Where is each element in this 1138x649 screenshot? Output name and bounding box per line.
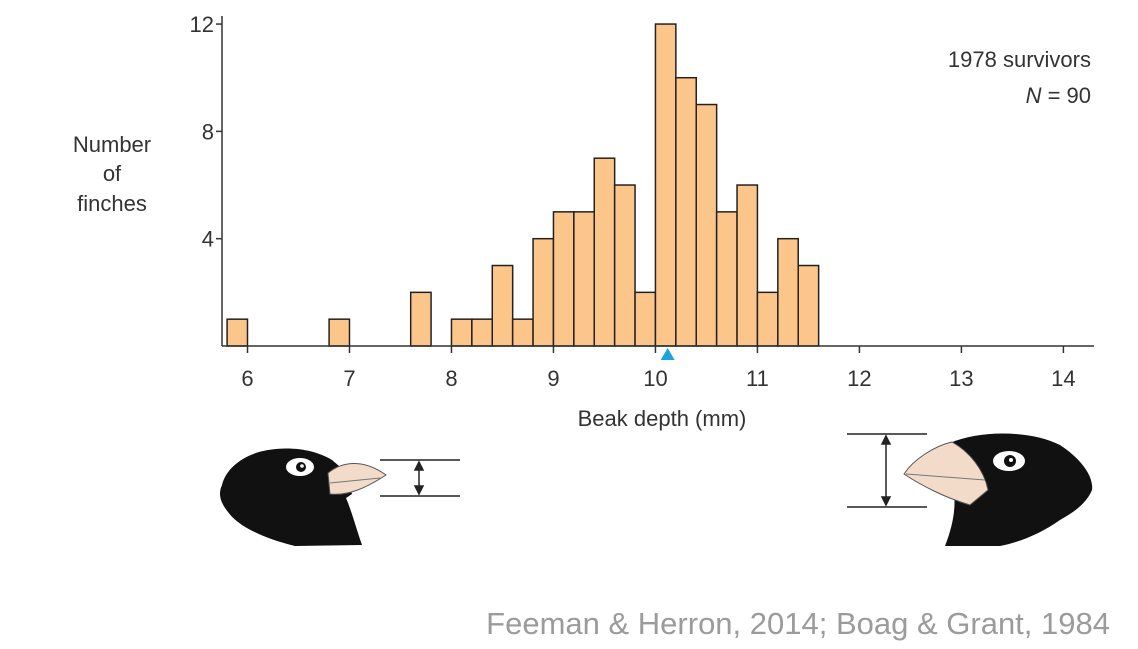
histogram-bar-2 (328, 318, 351, 347)
annotation-sample-size: N = 90 (1026, 83, 1091, 108)
large-beak-finch-head-icon (903, 433, 1093, 546)
y-tick-label-4: 4 (202, 227, 214, 252)
histogram-bar-19 (756, 291, 779, 347)
x-tick-label-14: 14 (1051, 366, 1075, 391)
x-tick-label-8: 8 (445, 366, 457, 391)
x-tick-label-10: 10 (643, 366, 667, 391)
x-tick-label-6: 6 (241, 366, 253, 391)
small-beak-finch-head-icon (220, 448, 387, 546)
histogram-bar-15 (675, 76, 697, 347)
y-axis-label-line-1: Number (73, 132, 151, 157)
histogram-bar-12 (613, 184, 636, 347)
histogram-bar-4 (450, 318, 473, 347)
annotation-title: 1978 survivors (948, 47, 1091, 72)
y-tick-labels: 4 8 12 (190, 12, 214, 252)
mean-marker (660, 348, 675, 360)
histogram-bar-3 (409, 291, 432, 347)
histogram-bar-8 (532, 237, 555, 347)
x-tick-labels: 6 7 8 9 10 11 12 13 14 (241, 366, 1075, 391)
histogram-bar-18 (736, 184, 759, 347)
histogram-bar-16 (695, 103, 718, 347)
citation: Feeman & Herron, 2014; Boag & Grant, 198… (486, 606, 1110, 641)
y-tick-label-12: 12 (190, 12, 214, 37)
annotation-n-value: = 90 (1048, 83, 1091, 108)
histogram-bar-20 (777, 237, 799, 347)
survivors-annotation: 1978 survivors N = 90 (948, 47, 1091, 108)
x-tick-label-12: 12 (847, 366, 871, 391)
histogram-bar-7 (511, 318, 534, 347)
axes (216, 16, 1094, 353)
histogram-bar-14 (654, 23, 677, 347)
histogram-bar-11 (593, 157, 616, 347)
y-tick-label-8: 8 (202, 119, 214, 144)
large-beak-measure (847, 433, 927, 508)
x-tick-label-13: 13 (949, 366, 973, 391)
histogram-bar-10 (573, 211, 596, 347)
histogram-bar-1 (226, 318, 249, 347)
x-tick-label-7: 7 (343, 366, 355, 391)
double-arrow-icon (413, 460, 425, 471)
x-axis-label: Beak depth (mm) (578, 406, 747, 431)
y-axis-label: Number of finches (73, 132, 151, 216)
histogram-bar-6 (491, 264, 514, 347)
histogram-bar-9 (552, 211, 575, 347)
histogram-bar-21 (797, 264, 820, 347)
y-axis-label-line-3: finches (77, 191, 147, 216)
double-arrow-icon (880, 434, 892, 445)
histogram-bars (226, 23, 820, 347)
histogram-bar-13 (634, 291, 657, 347)
annotation-n-symbol: N (1026, 83, 1042, 108)
histogram-bar-5 (471, 318, 494, 347)
small-beak-measure (380, 459, 460, 497)
histogram-plot: 6 7 8 9 10 11 12 13 14 4 8 12 (190, 12, 1094, 391)
x-tick-label-11: 11 (746, 366, 769, 391)
y-axis-label-line-2: of (103, 161, 122, 186)
histogram-bar-17 (715, 211, 738, 347)
x-tick-label-9: 9 (547, 366, 559, 391)
